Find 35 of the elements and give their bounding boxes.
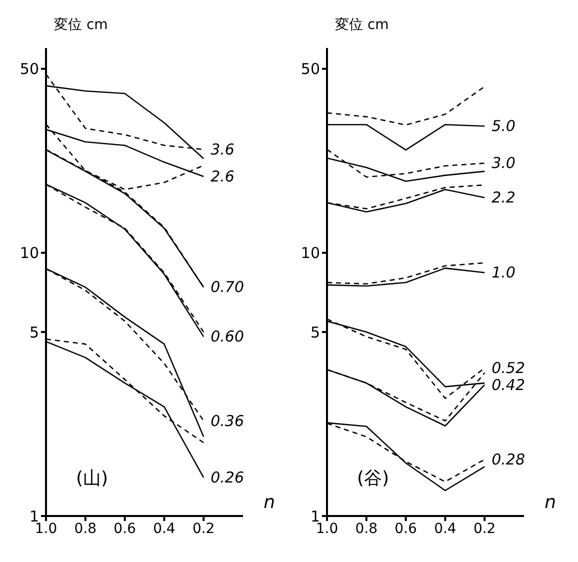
- x-tick-label: 1.0: [34, 520, 58, 537]
- series-label: 2.2: [492, 188, 516, 207]
- y-tick-label: 50: [300, 60, 320, 78]
- x-tick-label: 1.0: [316, 520, 338, 537]
- y-tick-label: 10: [300, 244, 320, 262]
- x-axis-title: n: [544, 492, 556, 513]
- series-label: 0.26: [210, 468, 244, 487]
- annotation: (谷): [357, 467, 390, 490]
- y-tick-label: 50: [20, 60, 39, 78]
- series-label: 0.42: [492, 376, 526, 394]
- x-tick-label: 0.6: [114, 520, 136, 537]
- series-label: 3.6: [210, 140, 234, 158]
- y-tick-label: 5: [29, 323, 39, 342]
- series-label: 0.60: [210, 328, 244, 346]
- x-tick-label: 0.8: [74, 520, 97, 537]
- series-label: 3.0: [492, 154, 516, 172]
- x-axis-title: n: [264, 492, 275, 513]
- series-label: 0.36: [210, 412, 244, 430]
- x-tick-label: 0.6: [394, 520, 418, 537]
- series-label: 0.70: [210, 278, 244, 296]
- series-label: 5.0: [492, 117, 516, 136]
- x-tick-label: 0.2: [473, 520, 496, 537]
- series-label: 0.52: [492, 359, 526, 378]
- x-tick-label: 0.2: [192, 520, 215, 537]
- x-tick-label: 0.8: [355, 520, 378, 537]
- series-label: 0.28: [492, 450, 526, 468]
- series-label: 2.6: [210, 167, 234, 186]
- y-axis-title: 変位 cm: [335, 16, 389, 34]
- x-tick-label: 0.4: [434, 520, 456, 537]
- y-tick-label: 10: [20, 244, 39, 262]
- y-axis-title: 変位 cm: [54, 16, 108, 34]
- x-tick-label: 0.4: [153, 520, 176, 537]
- y-tick-label: 5: [310, 323, 320, 342]
- annotation: (山): [76, 467, 108, 490]
- series-label: 1.0: [492, 264, 516, 282]
